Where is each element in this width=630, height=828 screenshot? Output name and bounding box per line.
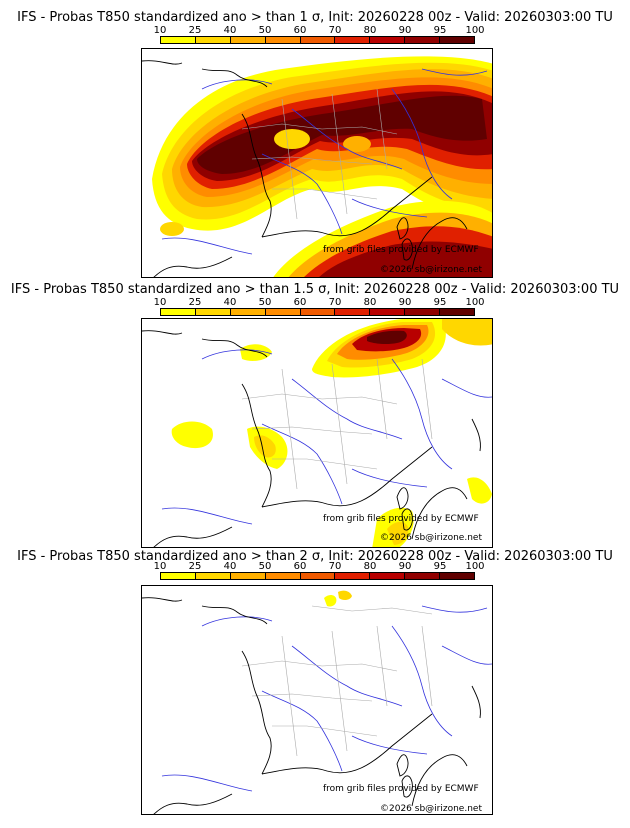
admin-borders bbox=[241, 88, 398, 220]
legend-color-swatch bbox=[440, 573, 475, 579]
legend-labels: 10 25 40 50 60 70 80 90 95 100 bbox=[154, 561, 485, 572]
legend-tick-label: 70 bbox=[328, 25, 342, 36]
panel-1: IFS - Probas T850 standardized ano > tha… bbox=[0, 0, 630, 282]
legend-color-swatch bbox=[300, 37, 336, 43]
legend-tick-label: 80 bbox=[363, 25, 377, 36]
legend-tick-label: 80 bbox=[363, 561, 377, 572]
legend-colorbar bbox=[160, 308, 475, 316]
legend-tick-label: 100 bbox=[465, 25, 485, 36]
legend-color-swatch bbox=[161, 309, 196, 315]
legend-color-swatch bbox=[300, 573, 336, 579]
probability-map-2sigma bbox=[141, 585, 493, 815]
probability-field bbox=[324, 590, 352, 607]
legend-tick-label: 100 bbox=[465, 561, 485, 572]
probability-map-1sigma bbox=[141, 48, 493, 278]
legend-colorbar bbox=[160, 572, 475, 580]
legend-tick-label: 40 bbox=[223, 25, 237, 36]
legend-tick-label: 90 bbox=[398, 561, 412, 572]
legend-tick-label: 70 bbox=[328, 561, 342, 572]
legend-color-swatch bbox=[335, 37, 371, 43]
legend-tick-label: 80 bbox=[363, 297, 377, 308]
legend-color-swatch bbox=[405, 309, 441, 315]
legend-tick-label: 60 bbox=[293, 297, 307, 308]
legend-color-swatch bbox=[195, 309, 231, 315]
legend-tick-label: 95 bbox=[433, 25, 447, 36]
legend-color-swatch bbox=[405, 37, 441, 43]
coastlines bbox=[142, 330, 481, 547]
admin-borders bbox=[241, 358, 433, 490]
legend-tick-label: 90 bbox=[398, 25, 412, 36]
legend-tick-label: 95 bbox=[433, 561, 447, 572]
legend-color-swatch bbox=[161, 573, 196, 579]
legend-tick-label: 10 bbox=[153, 25, 167, 36]
legend-tick-label: 60 bbox=[293, 561, 307, 572]
legend-labels: 10 25 40 50 60 70 80 90 95 100 bbox=[154, 297, 485, 308]
legend-color-swatch bbox=[370, 573, 406, 579]
rivers bbox=[161, 349, 492, 525]
probability-field bbox=[152, 56, 492, 277]
legend-color-swatch bbox=[195, 37, 231, 43]
legend-color-swatch bbox=[370, 309, 406, 315]
legend-color-swatch bbox=[161, 37, 196, 43]
legend-tick-label: 40 bbox=[223, 561, 237, 572]
legend-tick-label: 95 bbox=[433, 297, 447, 308]
legend-color-swatch bbox=[195, 573, 231, 579]
credit-copyright: ©2026 sb@irizone.net bbox=[380, 265, 482, 275]
panel-title: IFS - Probas T850 standardized ano > tha… bbox=[17, 549, 613, 564]
credit-source: from grib files provided by ECMWF bbox=[323, 245, 479, 255]
legend-color-swatch bbox=[440, 309, 475, 315]
admin-borders bbox=[241, 605, 433, 757]
legend-color-swatch bbox=[265, 309, 301, 315]
panel-title: IFS - Probas T850 standardized ano > tha… bbox=[17, 10, 613, 25]
probability-map-1.5sigma bbox=[141, 318, 493, 548]
panel-3: IFS - Probas T850 standardized ano > tha… bbox=[0, 548, 630, 828]
legend-tick-label: 25 bbox=[188, 561, 202, 572]
legend-color-swatch bbox=[440, 37, 475, 43]
legend-tick-label: 90 bbox=[398, 297, 412, 308]
rivers bbox=[161, 605, 492, 792]
legend-color-swatch bbox=[300, 309, 336, 315]
legend-color-swatch bbox=[335, 573, 371, 579]
legend-color-swatch bbox=[405, 573, 441, 579]
legend-tick-label: 40 bbox=[223, 297, 237, 308]
legend-tick-label: 50 bbox=[258, 25, 272, 36]
panel-title: IFS - Probas T850 standardized ano > tha… bbox=[10, 282, 620, 297]
legend-color-swatch bbox=[335, 309, 371, 315]
legend-color-swatch bbox=[230, 309, 266, 315]
credit-source: from grib files provided by ECMWF bbox=[323, 784, 479, 794]
legend-color-swatch bbox=[230, 573, 266, 579]
credit-copyright: ©2026 sb@irizone.net bbox=[380, 533, 482, 543]
legend-color-swatch bbox=[230, 37, 266, 43]
legend-colorbar bbox=[160, 36, 475, 44]
probability-field bbox=[171, 319, 492, 547]
legend-tick-label: 70 bbox=[328, 297, 342, 308]
legend-color-swatch bbox=[370, 37, 406, 43]
legend-color-swatch bbox=[265, 573, 301, 579]
legend-color-swatch bbox=[265, 37, 301, 43]
legend-tick-label: 10 bbox=[153, 297, 167, 308]
legend-tick-label: 25 bbox=[188, 297, 202, 308]
coastlines bbox=[142, 597, 481, 814]
legend-tick-label: 10 bbox=[153, 561, 167, 572]
legend-tick-label: 50 bbox=[258, 561, 272, 572]
panel-2: IFS - Probas T850 standardized ano > tha… bbox=[0, 280, 630, 552]
legend-tick-label: 60 bbox=[293, 25, 307, 36]
legend-tick-label: 25 bbox=[188, 25, 202, 36]
coastlines bbox=[142, 60, 468, 277]
legend-tick-label: 100 bbox=[465, 297, 485, 308]
credit-source: from grib files provided by ECMWF bbox=[323, 514, 479, 524]
rivers bbox=[161, 68, 488, 255]
credit-copyright: ©2026 sb@irizone.net bbox=[380, 804, 482, 814]
legend-tick-label: 50 bbox=[258, 297, 272, 308]
legend-labels: 10 25 40 50 60 70 80 90 95 100 bbox=[154, 25, 485, 36]
